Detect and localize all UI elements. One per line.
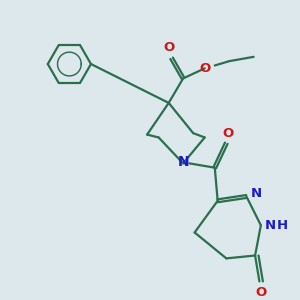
Text: O: O [199,62,210,75]
Text: O: O [163,41,174,54]
Text: N: N [251,187,262,200]
Text: O: O [222,127,233,140]
Text: N: N [177,155,189,169]
Text: O: O [256,286,267,299]
Text: N: N [265,219,276,232]
Text: H: H [277,219,288,232]
